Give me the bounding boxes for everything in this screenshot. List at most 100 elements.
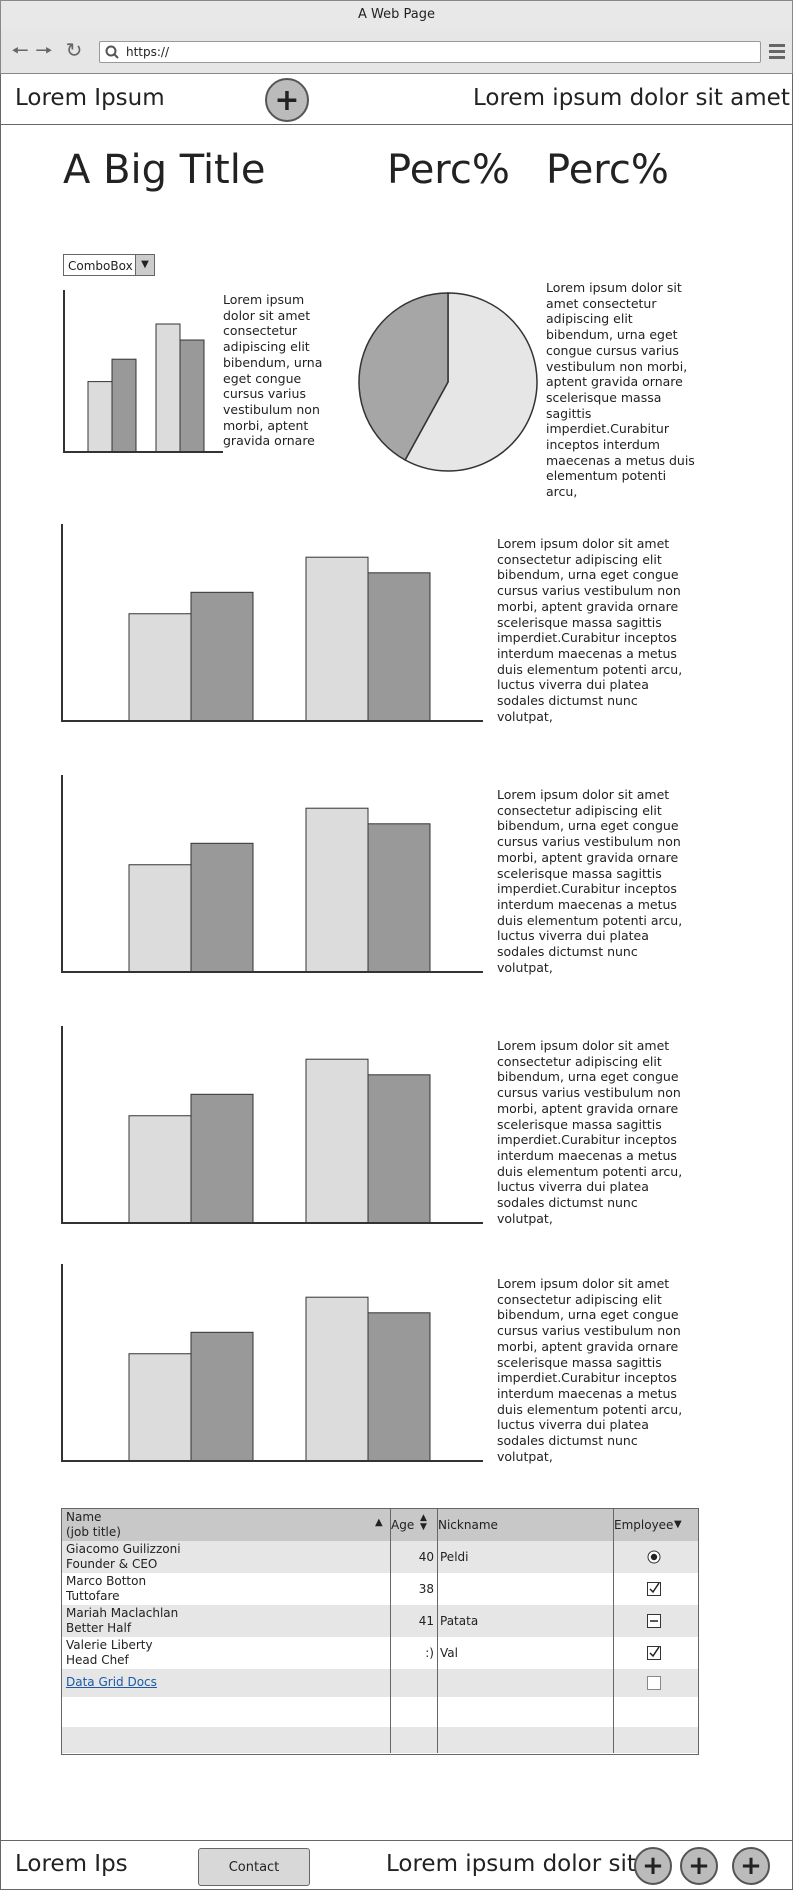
column-header-age[interactable]: Age xyxy=(391,1518,415,1532)
combo-box-value: ComboBox xyxy=(68,259,133,273)
menu-icon[interactable] xyxy=(768,42,786,60)
chart-bar xyxy=(367,1312,431,1462)
footer-left-text[interactable]: Lorem Ips xyxy=(15,1851,128,1877)
header-left-text[interactable]: Lorem Ipsum xyxy=(15,85,165,111)
cell-nickname: Patata xyxy=(440,1614,479,1628)
cell-name: Giacomo Guilizzoni Founder & CEO xyxy=(66,1542,181,1571)
chart-bar xyxy=(190,591,254,722)
chart-bar xyxy=(367,823,431,973)
contact-button[interactable]: Contact xyxy=(198,1848,310,1886)
plus-icon: + xyxy=(274,83,300,118)
search-icon xyxy=(105,45,119,59)
chart-axis xyxy=(61,524,483,722)
plus-icon: + xyxy=(740,1851,762,1881)
url-input[interactable]: https:// xyxy=(99,41,761,63)
table-row-empty xyxy=(62,1727,698,1753)
sort-both-icon[interactable]: ▲ ▼ xyxy=(420,1514,427,1532)
section-2-text: Lorem ipsum dolor sit amet consectetur a… xyxy=(497,787,683,975)
cell-age: 40 xyxy=(418,1550,434,1564)
chart-axis xyxy=(61,775,483,973)
column-header-nickname[interactable]: Nickname xyxy=(438,1518,498,1532)
pie-chart-text: Lorem ipsum dolor sit amet consectetur a… xyxy=(546,280,695,500)
cell-age: 41 xyxy=(418,1614,434,1628)
back-arrow-icon[interactable]: 🠔 xyxy=(11,38,29,62)
table-row[interactable] xyxy=(62,1541,698,1573)
chart-bar xyxy=(367,572,431,722)
chart-bar xyxy=(128,613,192,722)
header-add-button[interactable]: + xyxy=(265,78,309,122)
plus-icon: + xyxy=(642,1851,664,1881)
bar-chart-1 xyxy=(61,524,483,722)
cell-nickname xyxy=(440,1582,610,1598)
column-header-name[interactable]: Name (job title) xyxy=(66,1510,121,1539)
footer-add-button-1[interactable]: + xyxy=(634,1847,672,1885)
sort-desc-icon[interactable]: ▼ xyxy=(674,1519,682,1530)
combo-box[interactable]: ComboBox ▼ xyxy=(63,254,155,276)
reload-icon[interactable]: ↻ xyxy=(65,38,83,62)
section-1-text: Lorem ipsum dolor sit amet consectetur a… xyxy=(497,536,683,724)
radio-selected-icon[interactable] xyxy=(647,1550,661,1564)
page-title: A Big Title xyxy=(63,147,266,193)
chart-bar xyxy=(305,1058,369,1224)
chart-bar xyxy=(87,381,113,453)
small-chart-text: Lorem ipsum dolor sit amet consectetur a… xyxy=(223,292,323,449)
chart-bar xyxy=(111,358,137,453)
sort-asc-icon[interactable]: ▲ xyxy=(375,1517,383,1528)
table-row[interactable] xyxy=(62,1605,698,1637)
header-divider xyxy=(0,124,793,125)
cell-nickname: Val xyxy=(440,1646,458,1660)
perc-stat-2: Perc% xyxy=(546,147,669,193)
plus-icon: + xyxy=(688,1851,710,1881)
section-3-text: Lorem ipsum dolor sit amet consectetur a… xyxy=(497,1038,683,1226)
table-row-empty xyxy=(62,1697,698,1727)
table-row[interactable] xyxy=(62,1637,698,1669)
url-text: https:// xyxy=(126,45,170,59)
chart-bar xyxy=(305,556,369,722)
chart-bar xyxy=(190,1331,254,1462)
cell-name: Mariah Maclachlan Better Half xyxy=(66,1606,179,1635)
chart-bar xyxy=(190,842,254,973)
cell-name: Valerie Liberty Head Chef xyxy=(66,1638,153,1667)
cell-age: :) xyxy=(425,1646,434,1660)
perc-stat-1: Perc% xyxy=(387,147,510,193)
bar-chart-4 xyxy=(61,1264,483,1462)
chart-bar xyxy=(179,339,205,453)
chart-axis xyxy=(63,290,223,453)
pie-slice xyxy=(404,292,538,472)
cell-age: 38 xyxy=(418,1582,434,1596)
checkbox-indeterminate-icon[interactable] xyxy=(647,1614,661,1628)
chart-bar xyxy=(305,1296,369,1462)
column-divider xyxy=(390,1509,391,1753)
column-header-employee[interactable]: Employee xyxy=(614,1518,674,1532)
chart-axis xyxy=(61,1026,483,1224)
forward-arrow-icon[interactable]: 🠖 xyxy=(35,38,53,62)
footer-add-button-3[interactable]: + xyxy=(732,1847,770,1885)
column-divider xyxy=(437,1509,438,1753)
chart-bar xyxy=(128,864,192,973)
chart-axis xyxy=(61,1264,483,1462)
checkbox-checked-icon[interactable] xyxy=(647,1582,661,1596)
chart-bar xyxy=(305,807,369,973)
footer-right-text[interactable]: Lorem ipsum dolor sit xyxy=(386,1851,636,1877)
chart-bar xyxy=(128,1115,192,1224)
footer-add-button-2[interactable]: + xyxy=(680,1847,718,1885)
chart-bar xyxy=(155,323,181,453)
chevron-down-icon[interactable]: ▼ xyxy=(135,255,154,275)
grid-header-row xyxy=(62,1509,698,1541)
window-title: A Web Page xyxy=(0,0,793,30)
bar-chart-2 xyxy=(61,775,483,973)
browser-toolbar: 🠔 🠖 ↻ https:// xyxy=(0,29,793,74)
checkbox-unchecked-icon[interactable] xyxy=(647,1676,661,1690)
table-row[interactable] xyxy=(62,1669,698,1697)
chart-bar xyxy=(190,1093,254,1224)
pie-chart xyxy=(358,292,538,472)
data-grid-docs-link[interactable]: Data Grid Docs xyxy=(66,1675,157,1689)
bar-chart-3 xyxy=(61,1026,483,1224)
table-row[interactable] xyxy=(62,1573,698,1605)
data-grid: Name (job title) ▲ Age ▲ ▼ Nickname Emplo… xyxy=(61,1508,699,1755)
pie-slice xyxy=(358,292,449,462)
chart-bar xyxy=(128,1353,192,1462)
checkbox-checked-icon[interactable] xyxy=(647,1646,661,1660)
cell-name: Marco Botton Tuttofare xyxy=(66,1574,147,1603)
header-right-text[interactable]: Lorem ipsum dolor sit amet xyxy=(473,85,790,111)
